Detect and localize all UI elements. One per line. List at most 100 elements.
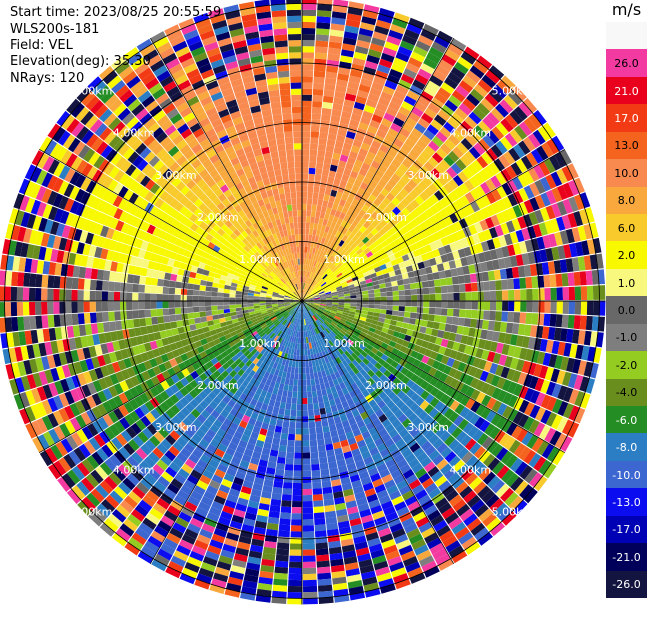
range-gate [404, 312, 411, 318]
range-gate [212, 282, 219, 287]
range-gate [387, 292, 393, 297]
range-gate [308, 186, 314, 193]
range-gate [66, 314, 73, 326]
range-gate [303, 434, 310, 440]
range-gate [324, 194, 330, 201]
range-gate [277, 457, 286, 464]
range-gate [144, 293, 150, 301]
range-gate [302, 149, 309, 155]
range-gate [470, 319, 477, 328]
range-gate [164, 273, 171, 281]
range-gate [170, 274, 177, 281]
range-gate [302, 64, 314, 70]
range-gate [302, 368, 306, 374]
range-gate [368, 308, 374, 312]
range-gate [302, 210, 306, 216]
range-gate [393, 291, 400, 296]
range-gate [318, 585, 333, 592]
range-gate [460, 292, 466, 300]
range-gate [235, 301, 241, 304]
range-gate [483, 311, 490, 321]
range-gate [314, 65, 326, 72]
range-gate [163, 287, 170, 294]
range-gate [217, 305, 223, 310]
range-gate [293, 489, 303, 495]
range-gate [311, 452, 319, 459]
range-gate [569, 287, 575, 300]
range-gate [175, 308, 182, 315]
range-gate [439, 271, 446, 279]
range-gate [581, 286, 587, 300]
range-gate [519, 312, 526, 323]
range-gate [322, 200, 328, 207]
range-gate [428, 314, 435, 321]
range-gate [235, 294, 241, 298]
range-gate [544, 314, 551, 326]
range-gate [318, 579, 332, 586]
range-gate [303, 477, 312, 483]
range-gate [132, 302, 138, 310]
range-gate [563, 287, 569, 300]
range-gate [321, 175, 328, 182]
range-gate [483, 281, 490, 291]
range-gate [544, 288, 550, 300]
range-gate [303, 471, 312, 477]
range-gate [17, 272, 24, 286]
range-gate [138, 293, 144, 301]
range-gate [296, 410, 302, 416]
range-gate [205, 291, 211, 296]
range-gate [317, 199, 323, 206]
range-gate [381, 301, 387, 305]
range-gate [550, 274, 557, 287]
range-gate [417, 288, 424, 294]
range-gate [362, 294, 368, 298]
range-gate [281, 433, 288, 440]
range-gate [278, 530, 290, 537]
range-gate [158, 271, 165, 279]
range-gate [315, 378, 320, 385]
range-gate [302, 392, 307, 398]
range-gate [387, 296, 393, 301]
range-gate [303, 453, 311, 459]
range-gate [381, 305, 387, 310]
range-gate [285, 403, 291, 410]
range-gate [423, 288, 430, 295]
range-gate [308, 410, 314, 417]
range-gate [490, 301, 496, 311]
range-gate [274, 567, 288, 574]
range-gate [344, 299, 350, 301]
range-gate [399, 306, 405, 311]
range-gate [472, 292, 478, 301]
range-gate [303, 465, 311, 471]
range-gate [453, 285, 460, 293]
range-gate [96, 280, 103, 290]
range-gate [103, 270, 110, 280]
range-gate [313, 95, 323, 102]
range-gate [302, 52, 314, 58]
range-gate [434, 315, 441, 322]
range-gate [102, 302, 108, 312]
range-gate [298, 380, 302, 386]
range-gate [289, 379, 294, 386]
range-gate [318, 144, 326, 151]
range-gate [11, 302, 17, 316]
range-gate [557, 287, 564, 300]
range-gate [211, 301, 217, 306]
range-gate [513, 278, 520, 289]
range-gate [320, 408, 327, 415]
range-gate [441, 301, 447, 308]
range-gate [188, 277, 195, 284]
range-gate [302, 204, 307, 210]
range-gate [490, 291, 496, 301]
range-gate [212, 310, 219, 315]
range-gate [181, 301, 187, 307]
range-gate [294, 459, 302, 465]
range-gate [315, 524, 327, 531]
range-gate [138, 285, 145, 293]
range-gate [158, 323, 165, 331]
range-gate [295, 367, 299, 373]
range-gate [302, 404, 307, 410]
range-gate [157, 286, 164, 293]
range-gate [285, 464, 294, 471]
range-gate [563, 301, 569, 314]
